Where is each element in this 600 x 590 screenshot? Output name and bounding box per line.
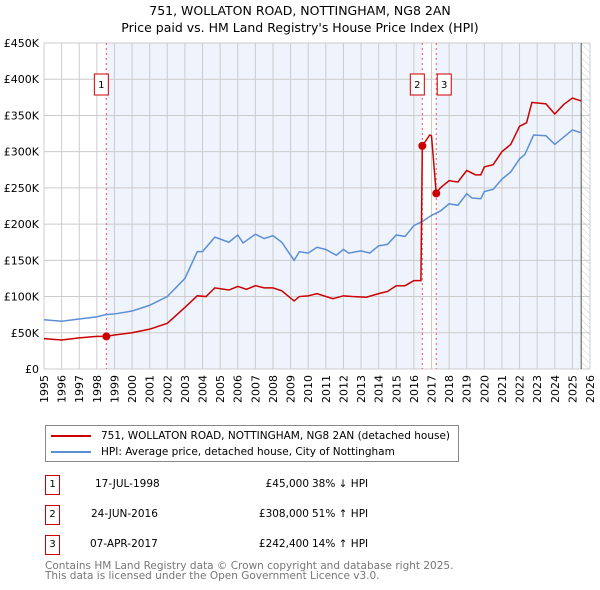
x-tick-label: 1995 (38, 375, 51, 403)
marker-box (436, 73, 452, 96)
footer: Contains HM Land Registry data © Crown c… (45, 560, 454, 582)
y-tick-label: £300K (4, 146, 40, 159)
x-tick-label: 2008 (267, 375, 280, 403)
legend-item-hpi: HPI: Average price, detached house, City… (51, 446, 395, 458)
x-tick-label: 2024 (549, 375, 562, 403)
transaction-row: 1 17-JUL-1998 £45,000 38% ↓ HPI (45, 475, 445, 495)
y-tick-label: £250K (4, 182, 40, 195)
marker-box (409, 73, 425, 96)
footer-line: Contains HM Land Registry data © Crown c… (45, 560, 454, 572)
y-tick-label: £50K (11, 327, 40, 340)
x-tick-label: 2020 (478, 375, 491, 403)
future-hatch (581, 43, 590, 369)
date: 24-JUN-2016 (91, 508, 158, 520)
subtitle-line: Price paid vs. HM Land Registry's House … (121, 20, 479, 35)
x-tick-label: 2001 (144, 375, 157, 403)
x-tick-label: 2010 (302, 375, 315, 403)
price: £242,400 (258, 538, 309, 550)
x-tick-label: 1998 (91, 375, 104, 403)
price: £308,000 (258, 508, 309, 520)
price: £45,000 (265, 478, 309, 490)
legend-item-property: 751, WOLLATON ROAD, NOTTINGHAM, NG8 2AN … (51, 430, 450, 442)
transaction-row: 3 07-APR-2017 £242,400 14% ↑ HPI (45, 535, 445, 555)
x-tick-label: 2003 (179, 375, 192, 403)
sale-point (432, 189, 441, 198)
marker-badge: 2 (45, 505, 60, 525)
x-tick-label: 2005 (214, 375, 227, 403)
legend-label: 751, WOLLATON ROAD, NOTTINGHAM, NG8 2AN … (101, 430, 451, 442)
marker-label: 1 (98, 80, 104, 91)
marker-box (93, 73, 109, 96)
hpi-diff: 38% ↓ HPI (312, 478, 369, 490)
x-tick-label: 2006 (232, 375, 245, 403)
shaded-region (106, 43, 423, 369)
transaction-row: 2 24-JUN-2016 £308,000 51% ↑ HPI (45, 505, 445, 525)
x-tick-label: 2013 (355, 375, 368, 403)
x-tick-label: 1996 (56, 375, 69, 403)
shaded-region (436, 43, 582, 369)
x-tick-label: 2015 (390, 375, 403, 403)
x-tick-label: 2016 (408, 375, 421, 403)
chart-title: 751, WOLLATON ROAD, NOTTINGHAM, NG8 2AN … (0, 2, 600, 36)
y-tick-label: £400K (4, 73, 40, 86)
x-tick-label: 2002 (161, 375, 174, 403)
legend-label: HPI: Average price, detached house, City… (101, 446, 395, 458)
marker-badge: 3 (45, 535, 60, 555)
date: 07-APR-2017 (90, 538, 158, 550)
x-tick-label: 2009 (285, 375, 298, 403)
sale-point (418, 141, 427, 150)
x-tick-label: 2000 (126, 375, 139, 403)
x-tick-label: 2023 (531, 375, 544, 403)
y-tick-label: £350K (4, 109, 40, 122)
legend: 751, WOLLATON ROAD, NOTTINGHAM, NG8 2AN … (45, 425, 459, 462)
x-tick-label: 1999 (108, 375, 121, 403)
x-tick-label: 2007 (249, 375, 262, 403)
y-tick-label: £0 (25, 363, 39, 376)
x-tick-label: 2014 (373, 375, 386, 403)
x-tick-label: 2022 (514, 375, 527, 403)
x-tick-label: 2026 (584, 375, 597, 403)
y-tick-label: £200K (4, 218, 40, 231)
x-tick-label: 2004 (197, 375, 210, 403)
x-tick-label: 2025 (566, 375, 579, 403)
price-paid-line (43, 97, 582, 341)
hpi-diff: 14% ↑ HPI (312, 538, 369, 550)
marker-badge: 1 (45, 475, 60, 495)
x-tick-label: 2019 (461, 375, 474, 403)
x-tick-label: 2021 (496, 375, 509, 403)
hpi-line (43, 129, 582, 322)
legend-swatch (51, 435, 91, 437)
date: 17-JUL-1998 (95, 478, 160, 490)
x-tick-label: 2012 (337, 375, 350, 403)
price-chart: 1995 1996 1997 1998 1999 2000 2001 2002 2003 2004… (4, 37, 597, 403)
y-tick-label: £150K (4, 254, 40, 267)
x-tick-label: 2017 (425, 375, 438, 403)
x-tick-label: 1997 (73, 375, 86, 403)
title-line: 751, WOLLATON ROAD, NOTTINGHAM, NG8 2AN (149, 3, 451, 18)
y-tick-label: £100K (4, 291, 40, 304)
marker-label: 3 (441, 80, 447, 91)
legend-swatch (51, 451, 91, 453)
sale-point (102, 332, 111, 341)
hpi-diff: 51% ↑ HPI (312, 508, 369, 520)
footer-line: This data is licensed under the Open Gov… (45, 570, 380, 582)
x-tick-label: 2011 (320, 375, 333, 403)
marker-label: 2 (414, 80, 420, 91)
y-tick-label: £450K (4, 37, 40, 50)
x-tick-label: 2018 (443, 375, 456, 403)
